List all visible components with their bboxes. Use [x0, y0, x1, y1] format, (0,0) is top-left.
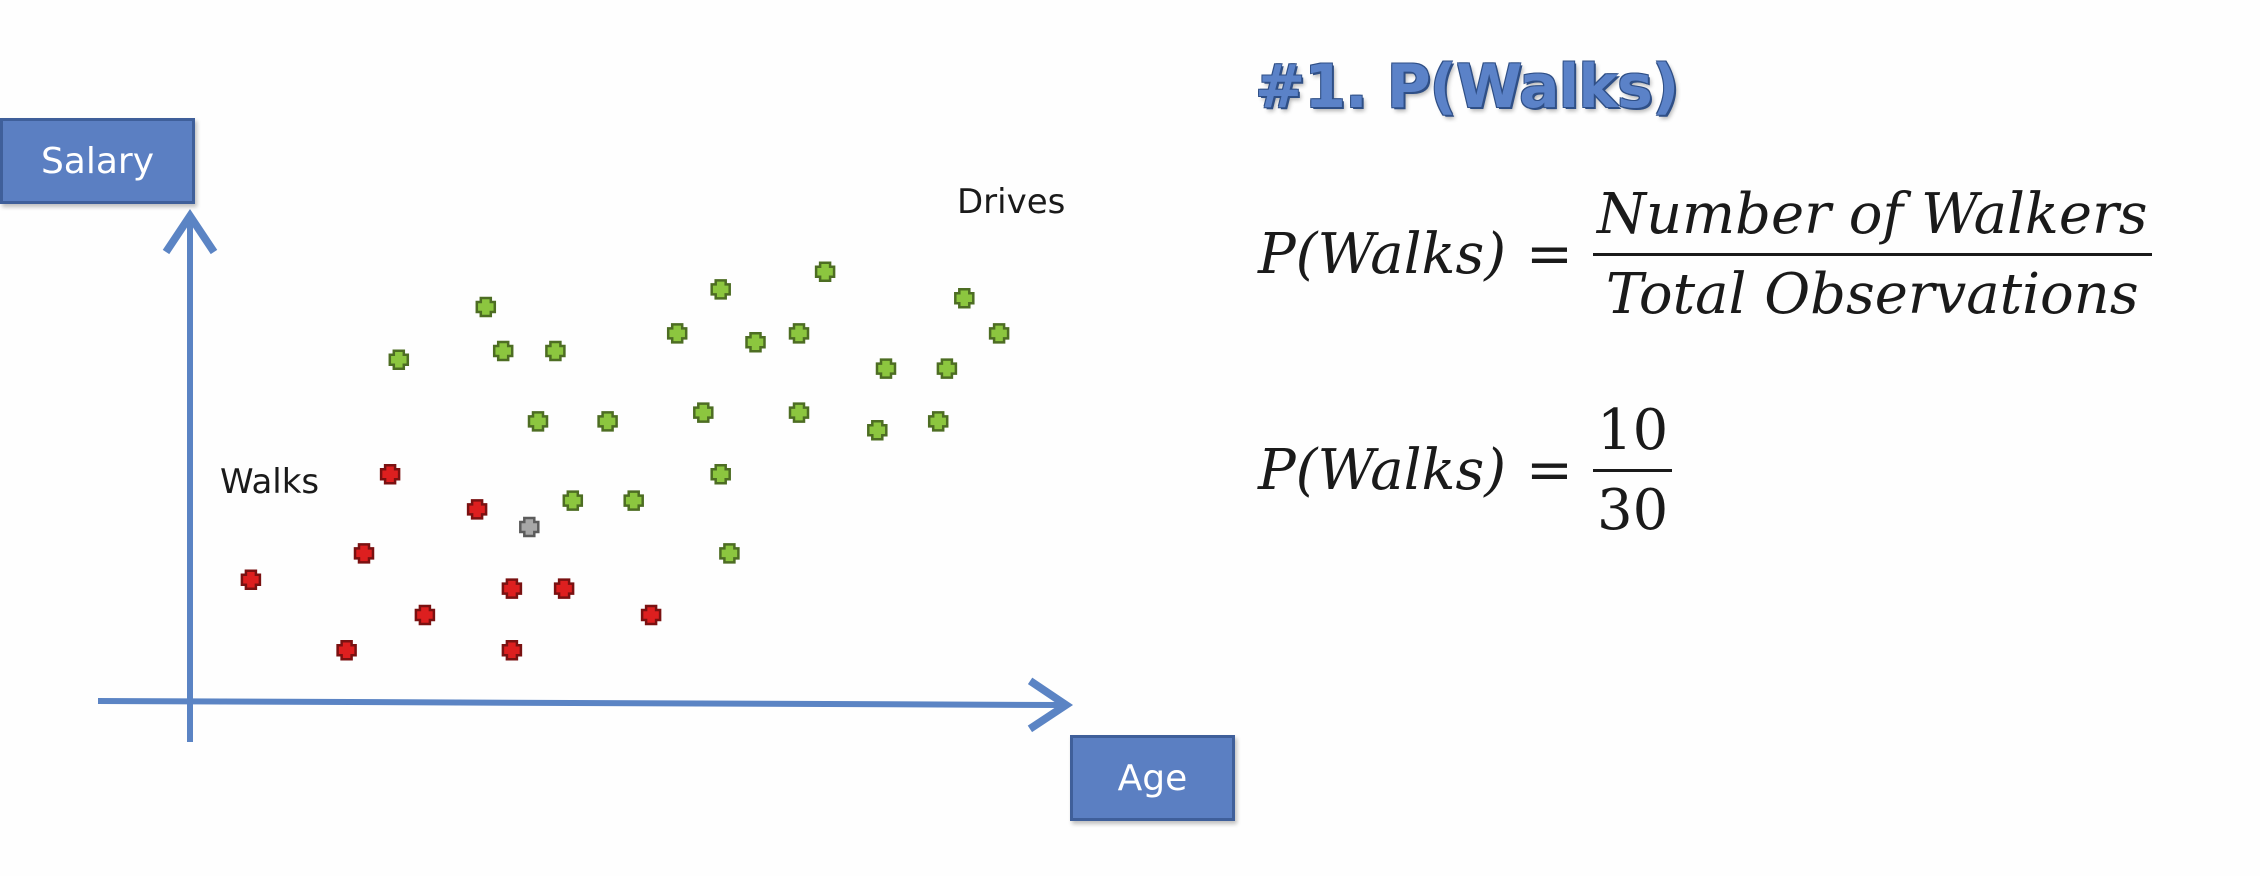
drives-point-22 [954, 287, 975, 309]
equals-sign: = [1526, 222, 1573, 287]
probability-formula: P(Walks) = Number of Walkers Total Obser… [1258, 182, 2152, 327]
walks-point-4 [379, 463, 401, 485]
fraction-numerator: 10 [1596, 398, 1669, 463]
fraction: 10 30 [1592, 398, 1673, 543]
data-points [240, 261, 1010, 661]
drives-point-18 [867, 419, 888, 441]
new-point-1 [519, 516, 540, 538]
drives-point-13 [719, 543, 740, 564]
slide-title: #1. P(Walks) [1255, 52, 1679, 122]
drives-point-10 [693, 402, 714, 423]
fraction: Number of Walkers Total Observations [1592, 182, 2152, 327]
walks-point-6 [466, 499, 488, 520]
walks-point-10 [640, 604, 662, 626]
fraction-denominator: Total Observations [1605, 262, 2139, 327]
drives-point-9 [666, 323, 688, 344]
walks-point-1 [240, 569, 262, 591]
walks-point-9 [553, 578, 575, 599]
drives-point-20 [927, 411, 949, 432]
fraction-numerator: Number of Walkers [1596, 182, 2148, 247]
drives-point-12 [710, 463, 731, 485]
drives-point-4 [527, 411, 549, 432]
walks-class-label: Walks [220, 462, 320, 502]
drives-point-6 [562, 490, 584, 511]
drives-point-23 [988, 323, 1010, 344]
drives-point-1 [388, 349, 410, 371]
fraction-bar [1592, 469, 1673, 472]
fraction-bar [1592, 253, 2152, 256]
drives-point-2 [475, 296, 497, 318]
formula-lhs: P(Walks) [1258, 222, 1507, 287]
drives-point-15 [788, 402, 810, 423]
drives-point-19 [875, 358, 897, 379]
drives-point-14 [745, 331, 766, 353]
drives-point-11 [710, 279, 731, 300]
y-axis-label: Salary [0, 118, 195, 204]
probability-value-formula: P(Walks) = 10 30 [1258, 398, 1673, 543]
drives-point-5 [545, 340, 566, 362]
scatter-plot [97, 208, 1074, 742]
drives-point-8 [623, 490, 644, 511]
walks-point-8 [501, 639, 523, 661]
drives-class-label: Drives [957, 182, 1066, 222]
drives-point-17 [814, 261, 836, 283]
drives-point-21 [936, 358, 958, 379]
drives-point-3 [492, 340, 514, 362]
x-axis [97, 677, 1074, 733]
formula-lhs: P(Walks) [1258, 438, 1507, 503]
walks-point-2 [336, 639, 357, 661]
fraction-denominator: 30 [1596, 478, 1669, 543]
walks-point-7 [501, 578, 523, 599]
x-axis-label: Age [1070, 735, 1235, 821]
drives-point-16 [788, 323, 810, 344]
walks-point-3 [353, 543, 375, 564]
walks-point-5 [414, 604, 436, 626]
drives-point-7 [597, 411, 618, 432]
equals-sign: = [1526, 438, 1573, 503]
